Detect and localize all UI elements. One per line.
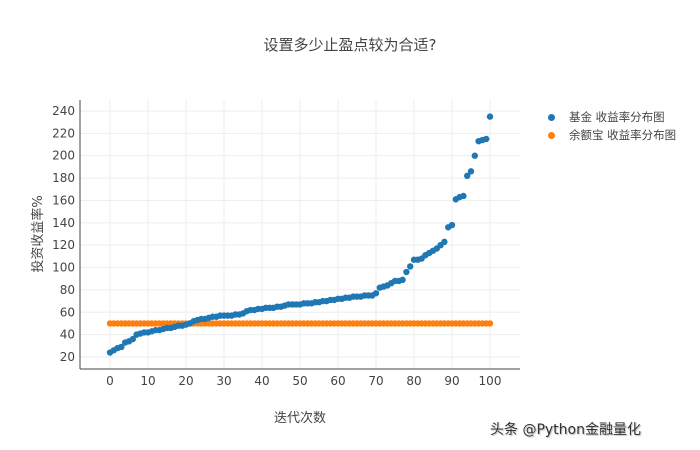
y-tick-label: 80	[60, 283, 75, 297]
x-tick-label: 60	[330, 374, 345, 388]
data-series	[106, 113, 494, 356]
y-tick-label: 100	[52, 261, 75, 275]
y-tick-label: 140	[52, 216, 75, 230]
y-axis-title: 投资收益率%	[30, 195, 46, 272]
watermark: 头条 @Python金融量化	[490, 422, 641, 438]
data-point	[118, 343, 125, 351]
y-tick-label: 20	[60, 350, 75, 364]
x-tick-label: 70	[368, 374, 383, 388]
tick-labels: 20 40 60 80 100 120 140 160 180 200 220 240 0 10 20 30 4…	[52, 104, 501, 388]
axes	[79, 100, 520, 370]
legend-marker-icon	[548, 131, 555, 139]
legend-item-fund[interactable]: 基金 收益率分布图	[540, 108, 676, 126]
y-tick-label: 240	[52, 104, 75, 118]
data-point	[486, 113, 494, 120]
y-tick-label: 160	[52, 193, 75, 207]
data-point	[399, 276, 406, 284]
data-point	[471, 152, 478, 159]
data-point	[486, 320, 494, 327]
chart-title: 设置多少止盈点较为合适?	[263, 36, 437, 54]
gridlines	[80, 100, 520, 369]
x-tick-label: 50	[292, 374, 307, 388]
data-point	[407, 263, 414, 270]
data-point	[483, 135, 490, 143]
data-point	[372, 290, 380, 297]
x-tick-label: 100	[479, 374, 502, 388]
y-tick-label: 220	[52, 126, 75, 140]
legend: 基金 收益率分布图 余额宝 收益率分布图	[540, 108, 676, 144]
data-point	[441, 238, 448, 246]
y-tick-label: 180	[52, 171, 75, 185]
y-tick-label: 120	[52, 238, 75, 252]
data-point	[464, 172, 471, 180]
x-tick-label: 10	[140, 374, 155, 388]
y-tick-label: 60	[60, 305, 75, 319]
data-point	[460, 192, 467, 200]
legend-item-yuebao[interactable]: 余额宝 收益率分布图	[540, 126, 676, 144]
data-point	[448, 221, 456, 229]
data-point	[467, 168, 475, 175]
x-axis-title: 迭代次数	[274, 410, 326, 426]
x-tick-label: 20	[178, 374, 193, 388]
x-tick-label: 90	[444, 374, 459, 388]
x-tick-label: 0	[106, 374, 114, 388]
legend-marker-icon	[548, 113, 555, 121]
legend-label: 余额宝 收益率分布图	[569, 128, 677, 142]
y-tick-label: 40	[60, 328, 75, 342]
x-tick-label: 80	[406, 374, 421, 388]
data-point	[403, 268, 410, 276]
legend-label: 基金 收益率分布图	[569, 110, 665, 124]
x-tick-label: 30	[216, 374, 231, 388]
data-point	[129, 335, 136, 343]
x-tick-label: 40	[254, 374, 269, 388]
y-tick-label: 200	[52, 149, 75, 163]
